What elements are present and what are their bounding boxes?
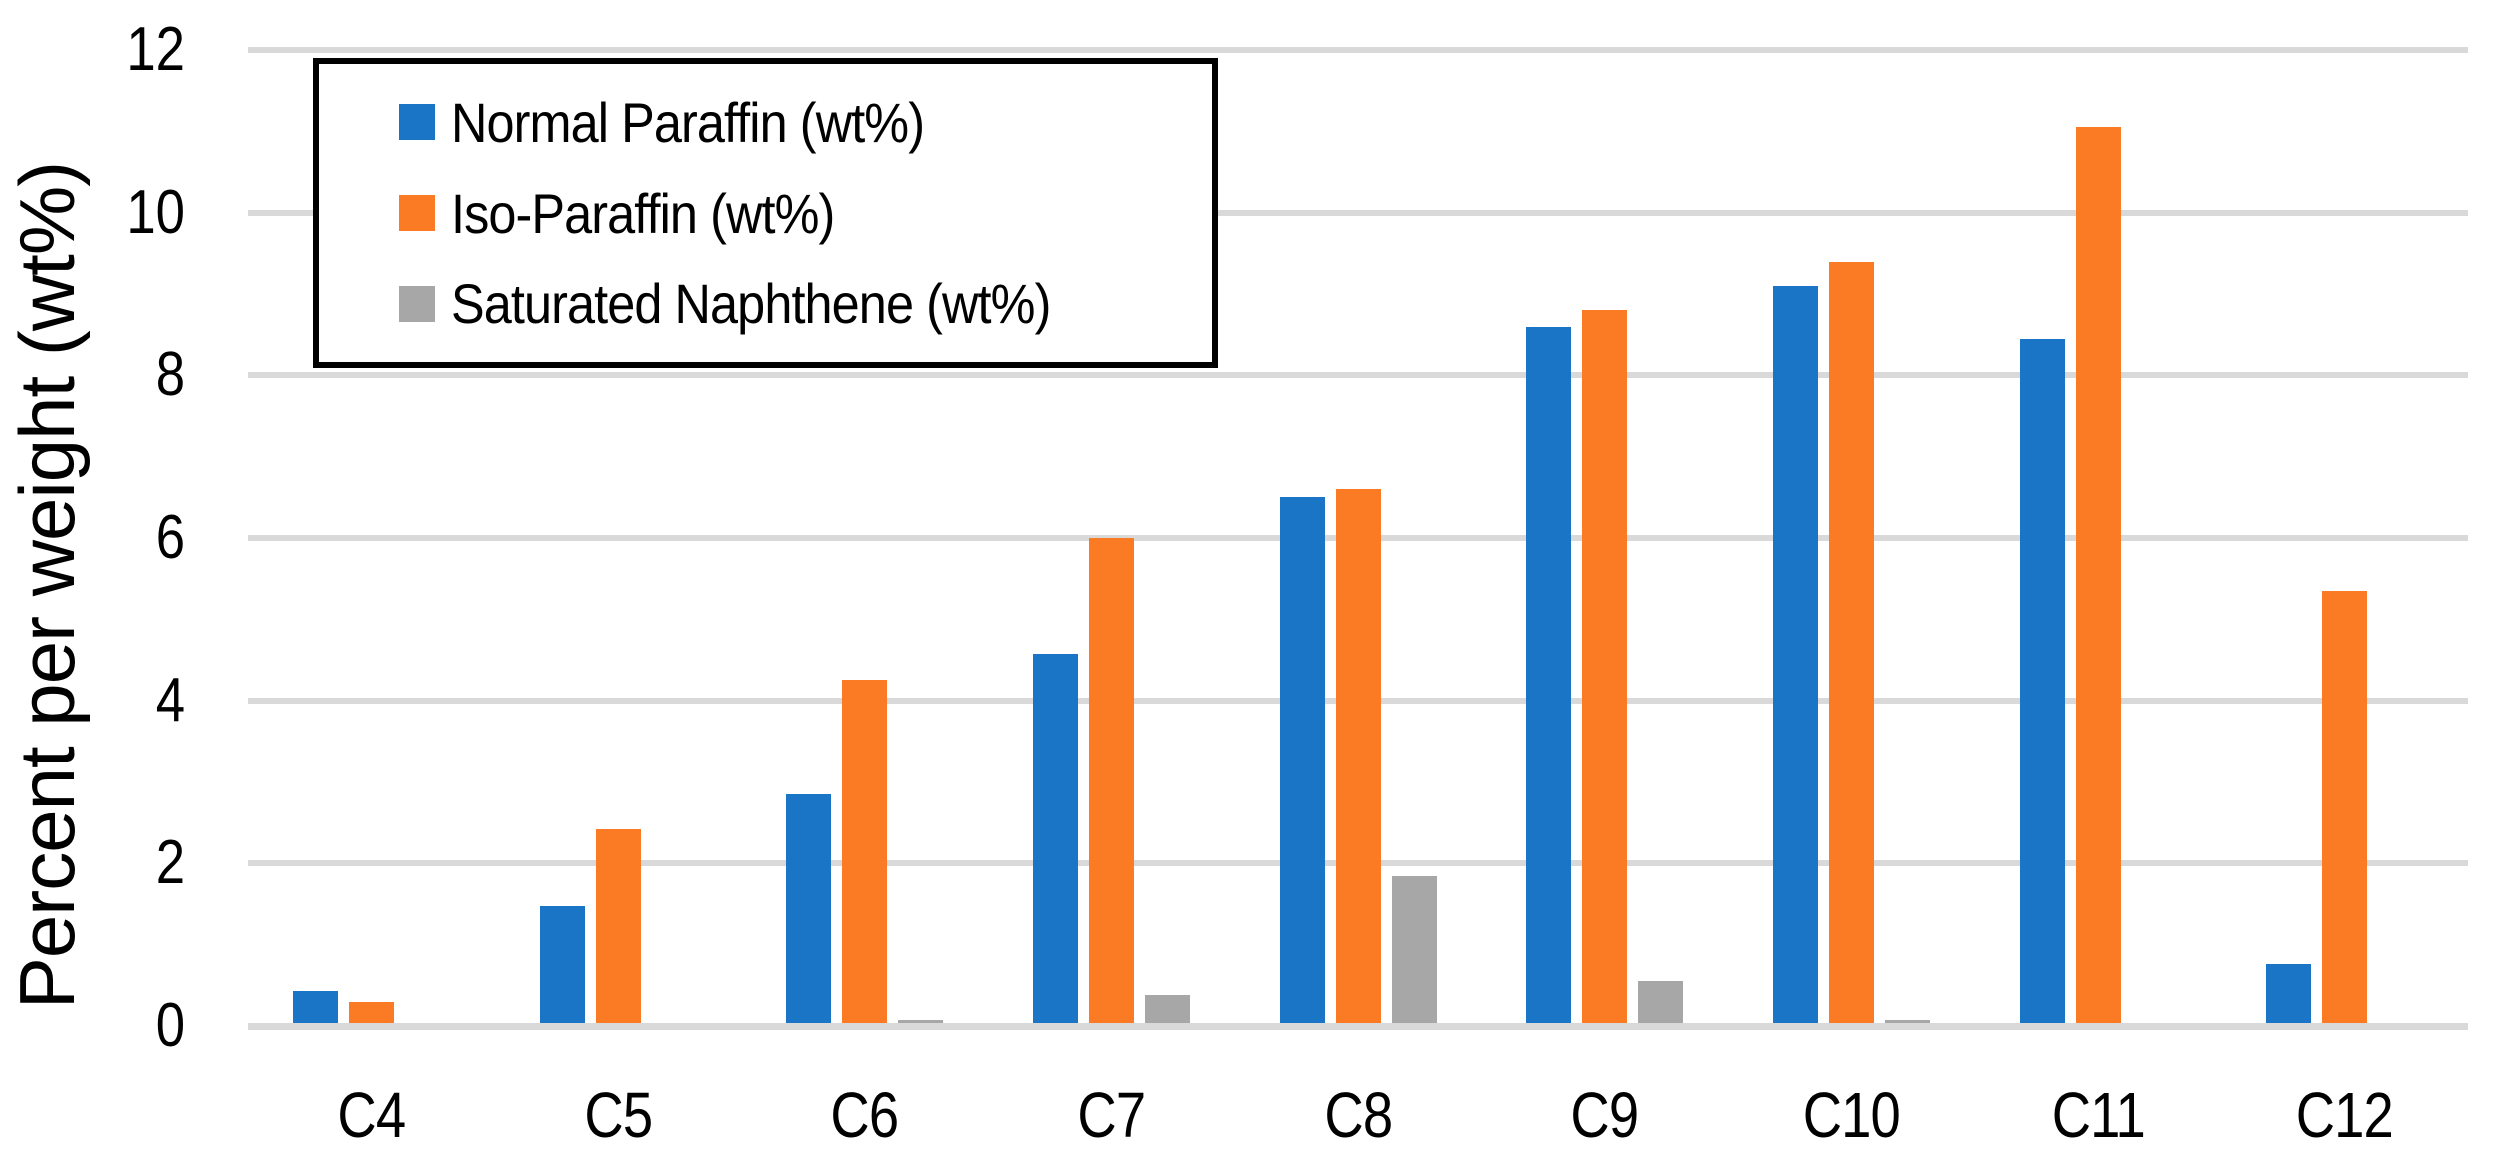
- plot-area: C4 C5 C6 C7 C8 C9 C10 C11 C12: [248, 0, 2468, 1170]
- legend-item: Normal Paraffin (wt%): [399, 90, 1212, 155]
- legend-swatch-icon: [399, 195, 435, 231]
- bar: [842, 680, 888, 1023]
- bar: [2075, 127, 2121, 1023]
- y-tick-label: 2: [155, 828, 185, 898]
- bar: [1638, 981, 1684, 1023]
- bar-group-c5: [539, 0, 697, 1023]
- gridline: [248, 47, 2468, 54]
- bar: [1391, 875, 1437, 1023]
- x-axis-label: C5: [584, 1079, 653, 1151]
- x-axis-label: C11: [2051, 1079, 2145, 1151]
- y-tick-label: 4: [155, 665, 185, 735]
- x-axis-label: C6: [830, 1079, 900, 1151]
- x-axis-label: C12: [2296, 1079, 2394, 1151]
- y-tick-label: 12: [126, 15, 185, 85]
- legend-item: Saturated Naphthene (wt%): [399, 271, 1212, 336]
- legend-label: Normal Paraffin (wt%): [451, 90, 925, 154]
- bar: [539, 906, 585, 1023]
- x-axis-label: C9: [1570, 1079, 1640, 1151]
- legend-item: Iso-Paraffin (wt%): [399, 181, 1212, 246]
- y-tick-label: 8: [155, 340, 185, 410]
- legend-swatch-icon: [399, 285, 435, 322]
- bar-group-c8: [1279, 0, 1437, 1023]
- bar: [1884, 1019, 1930, 1023]
- x-axis-label: C10: [1802, 1079, 1901, 1151]
- bar: [1526, 326, 1572, 1023]
- bar-group-c9: [1526, 0, 1684, 1023]
- bar: [1144, 995, 1190, 1023]
- bar: [1828, 261, 1874, 1023]
- gridline: [248, 209, 2468, 216]
- bar: [1088, 538, 1134, 1023]
- bar: [898, 1020, 944, 1023]
- bar: [292, 991, 338, 1023]
- legend-label: Iso-Paraffin (wt%): [451, 181, 835, 245]
- x-axis-label: C4: [337, 1079, 406, 1151]
- y-tick-label: 6: [155, 503, 185, 573]
- legend: Normal Paraffin (wt%) Iso-Paraffin (wt%) S…: [313, 58, 1218, 368]
- bar: [2019, 338, 2065, 1023]
- bars-layer: [248, 0, 2468, 1023]
- legend-swatch-icon: [399, 104, 435, 141]
- bar-group-c11: [2019, 0, 2177, 1023]
- bar: [2266, 964, 2312, 1023]
- legend-label: Saturated Naphthene (wt%): [451, 272, 1051, 336]
- bar: [786, 794, 832, 1023]
- bar: [1279, 497, 1325, 1023]
- bar: [2322, 590, 2368, 1023]
- bar-group-c4: [292, 0, 450, 1023]
- bar-group-c12: [2266, 0, 2423, 1023]
- bar: [348, 1001, 394, 1023]
- bar: [1032, 654, 1078, 1023]
- y-tick-label: 0: [155, 991, 185, 1060]
- bar-group-c7: [1032, 0, 1190, 1023]
- x-axis-label: C8: [1324, 1079, 1393, 1151]
- bar: [595, 829, 641, 1023]
- bar: [1582, 310, 1628, 1023]
- gridline: [248, 372, 2468, 379]
- y-tick-label: 10: [126, 177, 185, 247]
- x-axis-line: [248, 1023, 2468, 1030]
- bar: [1335, 489, 1381, 1023]
- bar: [1772, 285, 1818, 1023]
- x-axis-label: C7: [1077, 1079, 1146, 1151]
- bar-group-c10: [1772, 0, 1930, 1023]
- bar-group-c6: [786, 0, 944, 1023]
